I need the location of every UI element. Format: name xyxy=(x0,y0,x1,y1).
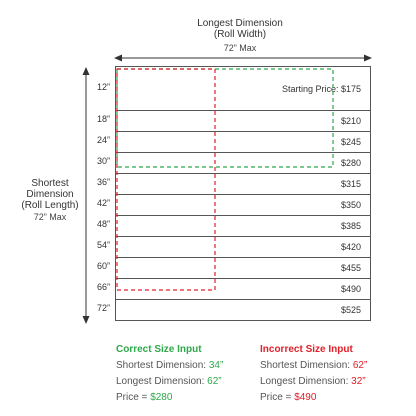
price-row: $490 xyxy=(116,278,370,299)
price-row: $210 xyxy=(116,110,370,131)
row-size-label: 48” xyxy=(96,218,110,229)
price-row: $455 xyxy=(116,257,370,278)
row-price: Starting Price: $175 xyxy=(281,83,361,94)
incorrect-price-line: Price = $490 xyxy=(260,390,367,406)
correct-longest-line: Longest Dimension: 62” xyxy=(116,374,223,390)
row-size-label: 36” xyxy=(96,176,110,187)
price-row: Starting Price: $175 xyxy=(116,67,370,110)
price-row: $315 xyxy=(116,173,370,194)
longest-dimension-max: 72” Max xyxy=(223,43,257,53)
incorrect-longest-line: Longest Dimension: 32” xyxy=(260,374,367,390)
row-price: $280 xyxy=(340,158,361,168)
price-table: Starting Price: $175 $210 $245 $280 $315 $350… xyxy=(115,66,371,321)
incorrect-size-title: Incorrect Size Input xyxy=(260,344,353,355)
horizontal-arrow xyxy=(114,54,372,62)
incorrect-price-label: Price = xyxy=(260,392,295,403)
row-size-label: 42” xyxy=(96,197,110,208)
incorrect-shortest-label: Shortest Dimension: xyxy=(260,360,353,371)
row-size-label: 12” xyxy=(96,81,110,92)
price-row: $525 xyxy=(116,299,370,320)
correct-size-caption: Correct Size Input Shortest Dimension: 3… xyxy=(116,342,223,406)
row-price: $455 xyxy=(340,263,361,273)
incorrect-size-caption: Incorrect Size Input Shortest Dimension:… xyxy=(260,342,367,406)
shortest-dimension-title-line3: (Roll Length) xyxy=(21,200,79,211)
correct-longest-value: 62” xyxy=(207,376,222,387)
incorrect-shortest-value: 62” xyxy=(352,360,368,371)
longest-dimension-title-line1: Longest Dimension xyxy=(197,18,283,29)
incorrect-shortest-line: Shortest Dimension: 62” xyxy=(260,358,367,374)
correct-shortest-label: Shortest Dimension: xyxy=(116,360,209,371)
row-size-label: 60” xyxy=(96,260,110,271)
correct-price-line: Price = $280 xyxy=(116,390,223,406)
vertical-arrow xyxy=(82,67,90,324)
row-price: $385 xyxy=(340,221,361,231)
correct-size-title: Correct Size Input xyxy=(116,344,202,355)
row-price: $245 xyxy=(340,137,361,147)
row-size-label: 30” xyxy=(96,155,110,166)
row-price: $525 xyxy=(340,305,361,315)
row-price: $315 xyxy=(340,179,361,189)
row-price: $210 xyxy=(340,116,361,126)
row-size-label: 24” xyxy=(96,134,110,145)
row-size-label: 66” xyxy=(96,281,110,292)
row-size-label: 72” xyxy=(96,302,110,313)
price-row: $245 xyxy=(116,131,370,152)
correct-shortest-value: 34” xyxy=(208,360,224,371)
price-row: $280 xyxy=(116,152,370,173)
price-row: $385 xyxy=(116,215,370,236)
row-price: $490 xyxy=(340,284,361,294)
shortest-dimension-title-line1: Shortest xyxy=(31,178,69,189)
correct-price-label: Price = xyxy=(116,392,151,403)
price-row: $420 xyxy=(116,236,370,257)
correct-longest-label: Longest Dimension: xyxy=(116,376,208,387)
shortest-dimension-max: 72” Max xyxy=(33,212,67,222)
longest-dimension-title: Longest Dimension (Roll Width) xyxy=(180,18,300,40)
row-price: $350 xyxy=(340,200,361,210)
shortest-dimension-title-line2: Dimension xyxy=(26,189,74,200)
incorrect-longest-label: Longest Dimension: xyxy=(260,376,352,387)
price-row: $350 xyxy=(116,194,370,215)
incorrect-longest-value: 32” xyxy=(351,376,366,387)
incorrect-price-value: $490 xyxy=(294,392,317,403)
correct-shortest-line: Shortest Dimension: 34” xyxy=(116,358,223,374)
longest-dimension-title-line2: (Roll Width) xyxy=(213,29,267,40)
correct-price-value: $280 xyxy=(150,392,173,403)
row-size-label: 18” xyxy=(96,113,110,124)
shortest-dimension-title: Shortest Dimension (Roll Length) xyxy=(14,178,86,211)
row-size-label: 54” xyxy=(96,239,110,250)
row-price: $420 xyxy=(340,242,361,252)
